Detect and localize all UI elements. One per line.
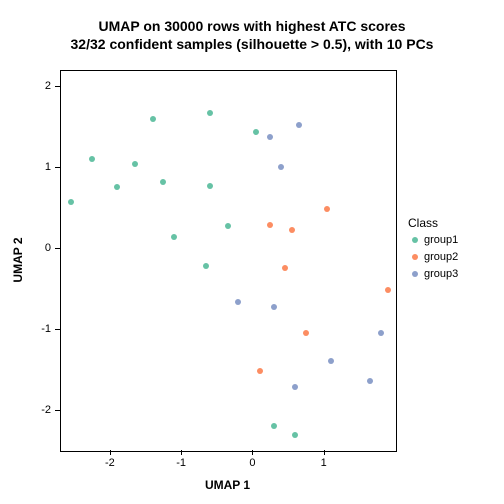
- y-tick: [55, 248, 60, 249]
- legend-dot: [412, 271, 418, 277]
- legend-dot: [412, 237, 418, 243]
- data-point: [271, 423, 277, 429]
- x-tick: [324, 450, 325, 455]
- legend-title: Class: [408, 216, 438, 230]
- data-point: [385, 287, 391, 293]
- x-tick: [110, 450, 111, 455]
- data-point: [303, 330, 309, 336]
- y-tick-label: 1: [31, 161, 51, 173]
- data-point: [378, 330, 384, 336]
- y-tick: [55, 410, 60, 411]
- data-point: [225, 223, 231, 229]
- y-tick-label: -2: [31, 404, 51, 416]
- y-axis-label: UMAP 2: [11, 237, 25, 282]
- y-tick-label: -1: [31, 323, 51, 335]
- x-tick: [252, 450, 253, 455]
- data-point: [257, 368, 263, 374]
- y-tick: [55, 329, 60, 330]
- data-point: [296, 122, 302, 128]
- y-tick-label: 0: [31, 242, 51, 254]
- plot-area: [60, 70, 397, 452]
- legend-label: group3: [424, 268, 458, 280]
- x-tick: [181, 450, 182, 455]
- x-tick-label: 1: [321, 457, 327, 469]
- x-tick-label: -2: [105, 457, 115, 469]
- data-point: [203, 263, 209, 269]
- legend-label: group1: [424, 234, 458, 246]
- data-point: [282, 265, 288, 271]
- data-point: [150, 116, 156, 122]
- y-tick: [55, 167, 60, 168]
- data-point: [89, 156, 95, 162]
- data-point: [278, 164, 284, 170]
- data-point: [207, 183, 213, 189]
- data-point: [207, 110, 213, 116]
- x-tick-label: 0: [249, 457, 255, 469]
- y-tick-label: 2: [31, 80, 51, 92]
- data-point: [328, 358, 334, 364]
- data-point: [160, 179, 166, 185]
- y-tick: [55, 86, 60, 87]
- chart-title-line1: UMAP on 30000 rows with highest ATC scor…: [0, 18, 504, 34]
- legend-label: group2: [424, 251, 458, 263]
- x-tick-label: -1: [176, 457, 186, 469]
- data-point: [132, 161, 138, 167]
- data-point: [289, 227, 295, 233]
- chart-title-line2: 32/32 confident samples (silhouette > 0.…: [0, 36, 504, 52]
- legend-dot: [412, 254, 418, 260]
- x-axis-label: UMAP 1: [205, 478, 250, 492]
- data-point: [68, 199, 74, 205]
- data-point: [271, 304, 277, 310]
